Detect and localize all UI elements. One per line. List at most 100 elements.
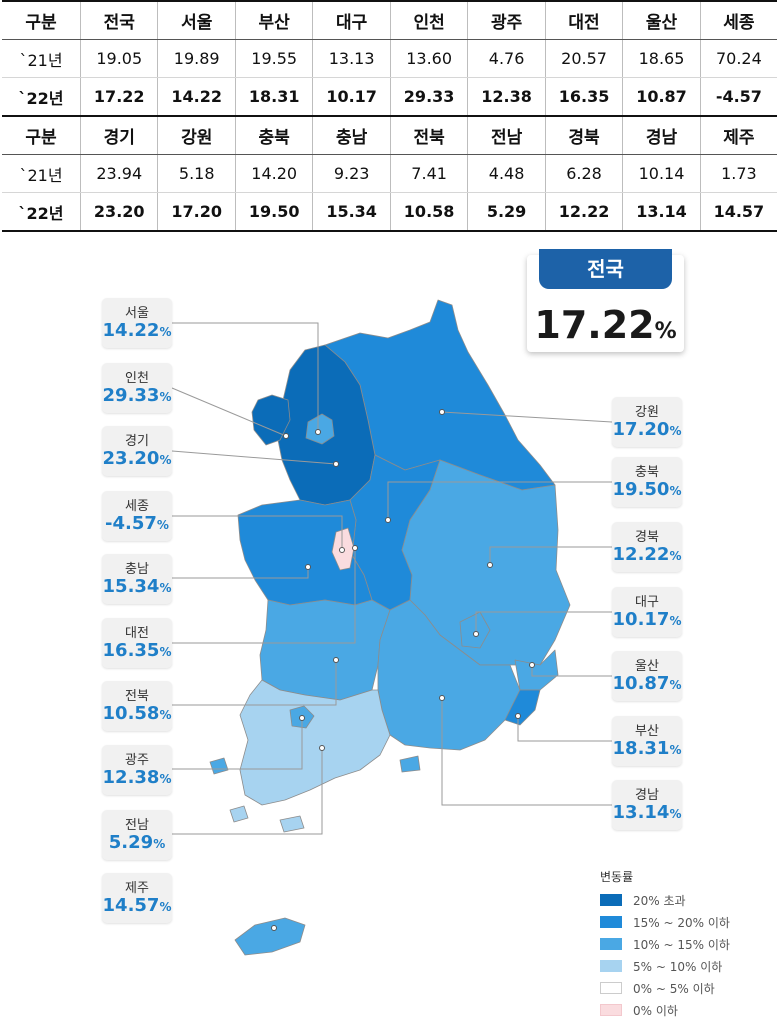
callout-unit: % (669, 743, 682, 757)
callout-sejong: 세종 -4.57% (102, 491, 172, 541)
callout-name: 전남 (125, 818, 149, 833)
callout-value: 10.87% (612, 673, 682, 694)
callout-name: 충남 (125, 562, 149, 577)
table-cell: 4.76 (467, 39, 546, 78)
table-cell: 19.55 (235, 39, 314, 78)
callout-number: 18.31 (612, 738, 670, 759)
national-value: 17.22% (527, 303, 684, 347)
marker-incheon (283, 433, 289, 439)
callout-unit: % (159, 900, 172, 914)
table-cell: 4.48 (467, 154, 546, 193)
marker-gyeongnam (439, 695, 445, 701)
callout-unit: % (159, 453, 172, 467)
leader-line-jeonnam (172, 748, 323, 835)
region-jeonbuk (259, 599, 391, 701)
callout-daegu: 대구 10.17% (612, 587, 682, 637)
national-rate-box: 전국 17.22% (527, 249, 684, 352)
leader-line-gyeongbuk (489, 546, 612, 565)
table-row: `21년 23.94 5.18 14.20 9.23 7.41 4.48 6.2… (2, 154, 777, 193)
table-cell: 세종 (700, 0, 777, 40)
region-jeonnam (239, 679, 391, 806)
table-cell: 12.38 (467, 77, 546, 117)
legend-swatch (600, 982, 622, 994)
callout-gwangju: 광주 12.38% (102, 745, 172, 795)
legend-title: 변동률 (600, 870, 634, 884)
callout-value: 18.31% (612, 738, 682, 759)
callout-number: 29.33 (102, 385, 160, 406)
callout-number: 15.34 (102, 576, 160, 597)
marker-sejong (339, 547, 345, 553)
callout-chungbuk: 충북 19.50% (612, 457, 682, 507)
legend-label: 20% 초과 (633, 894, 686, 908)
table-cell: 전국 (80, 0, 159, 40)
table-cell: 10.17 (312, 77, 391, 117)
table-cell: 부산 (235, 0, 314, 40)
table-cell: 충남 (312, 115, 391, 155)
callout-unit: % (156, 518, 169, 532)
callout-name: 대전 (125, 626, 149, 641)
callout-number: 10.58 (102, 703, 160, 724)
legend-swatch (600, 916, 622, 928)
table-cell: 19.05 (80, 39, 159, 78)
table-cell: 70.24 (700, 39, 777, 78)
legend-swatch (600, 938, 622, 950)
legend-swatch (600, 960, 622, 972)
callout-unit: % (159, 325, 172, 339)
marker-chungnam (305, 564, 311, 570)
table-cell: 17.22 (80, 77, 159, 117)
leader-line-chungnam (172, 567, 309, 579)
callout-number: 5.29 (108, 832, 154, 853)
callout-name: 광주 (125, 753, 149, 768)
table-cell: 구분 (2, 115, 81, 155)
callout-number: 14.57 (102, 895, 160, 916)
callout-gyeonggi: 경기 23.20% (102, 426, 172, 476)
marker-gangwon (439, 409, 445, 415)
callout-unit: % (669, 614, 682, 628)
national-value-number: 17.22 (534, 303, 655, 347)
callout-number: 10.87 (612, 673, 670, 694)
region-incheon (251, 394, 291, 446)
callout-jeonnam: 전남 5.29% (102, 810, 172, 860)
table-cell: 13.60 (390, 39, 469, 78)
callout-number: 13.14 (612, 802, 670, 823)
callout-value: 14.57% (102, 895, 172, 916)
callout-unit: % (159, 581, 172, 595)
callout-number: 16.35 (102, 640, 160, 661)
table-cell: 6.28 (545, 154, 624, 193)
callout-value: 17.20% (612, 419, 682, 440)
callout-value: 10.58% (102, 703, 172, 724)
callout-name: 세종 (125, 499, 149, 514)
callout-value: 13.14% (612, 802, 682, 823)
table-row: `22년 23.20 17.20 19.50 15.34 10.58 5.29 … (2, 192, 777, 232)
leader-line-sejong (172, 515, 343, 550)
callout-number: 12.38 (102, 767, 160, 788)
table-cell: 제주 (700, 115, 777, 155)
leader-line-gyeongnam (441, 698, 612, 806)
table-cell: 5.18 (157, 154, 236, 193)
callout-number: 23.20 (102, 448, 160, 469)
island (279, 815, 305, 833)
callout-value: -4.57% (102, 513, 172, 534)
leader-line-jeonbuk (172, 660, 337, 706)
callout-name: 서울 (125, 306, 149, 321)
callout-daejeon: 대전 16.35% (102, 618, 172, 668)
callout-number: 14.22 (102, 320, 160, 341)
table-cell: 경남 (622, 115, 701, 155)
callout-name: 전북 (125, 689, 149, 704)
table-cell: 전남 (467, 115, 546, 155)
legend-label: 15% ~ 20% 이하 (633, 916, 730, 930)
national-value-unit: % (654, 319, 677, 344)
marker-jeonnam (319, 745, 325, 751)
marker-busan (515, 713, 521, 719)
stats-table: 구분 전국 서울 부산 대구 인천 광주 대전 울산 세종 `21년 19.05… (2, 0, 777, 232)
leader-line-daejeon (172, 548, 356, 644)
callout-unit: % (669, 807, 682, 821)
table-cell: 7.41 (390, 154, 469, 193)
table-cell: 강원 (157, 115, 236, 155)
table-cell: 서울 (157, 0, 236, 40)
table-cell: 19.89 (157, 39, 236, 78)
legend-label: 0% ~ 5% 이하 (633, 982, 715, 996)
leader-line-gyeonggi (171, 450, 337, 465)
leader-line-seoul (172, 322, 319, 432)
